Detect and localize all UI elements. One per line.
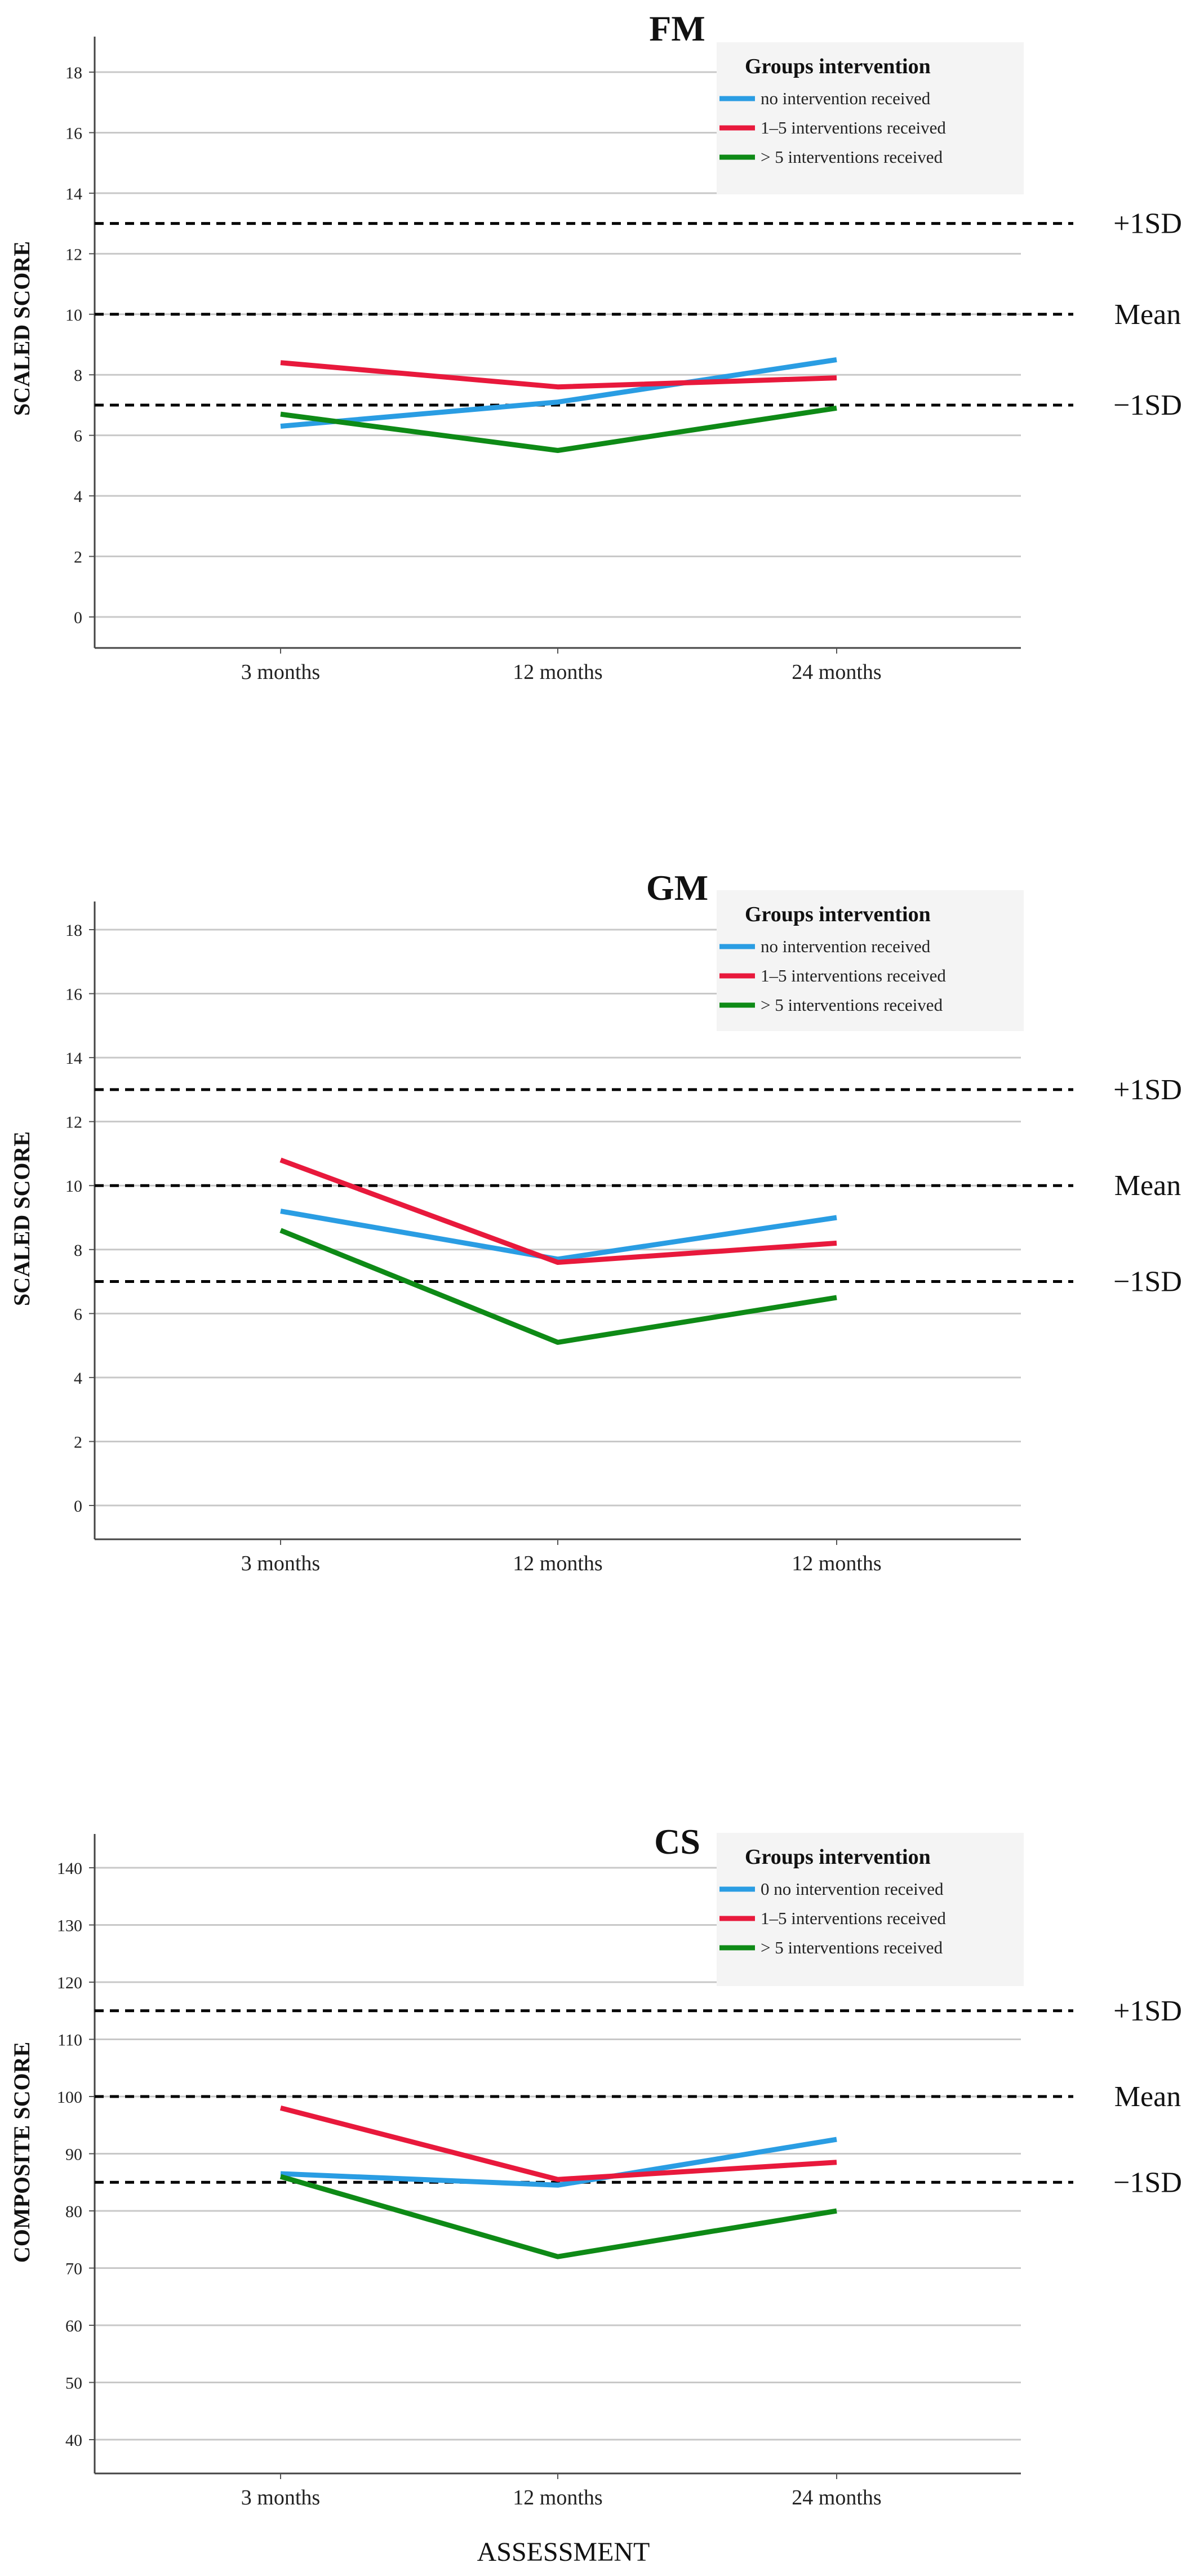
x-tick-label: 12 months xyxy=(513,660,602,684)
legend-box xyxy=(717,42,1024,194)
chart-title: CS xyxy=(654,1822,700,1862)
legend-entry: 1–5 interventions received xyxy=(761,1908,946,1928)
y-tick-label: 10 xyxy=(65,306,82,325)
reference-line-label: Mean xyxy=(1114,299,1181,331)
x-tick-label: 12 months xyxy=(513,1552,602,1575)
x-tick-label: 12 months xyxy=(792,1552,881,1575)
y-tick-label: 40 xyxy=(65,2431,82,2450)
y-tick-label: 18 xyxy=(65,64,82,82)
y-tick-label: 16 xyxy=(65,124,82,143)
series-line-3 xyxy=(279,2174,837,2259)
legend-entry: 1–5 interventions received xyxy=(761,118,946,137)
x-tick-label: 24 months xyxy=(792,2486,881,2510)
series-line-1 xyxy=(280,357,837,429)
legend-entry: no intervention received xyxy=(761,88,931,108)
y-tick-label: 50 xyxy=(65,2374,82,2393)
y-axis-title: SCALED SCORE xyxy=(9,1131,34,1306)
x-tick-label: 3 months xyxy=(241,1552,320,1575)
y-tick-label: 6 xyxy=(74,427,82,446)
y-tick-label: 80 xyxy=(65,2202,82,2221)
legend-box xyxy=(717,890,1024,1031)
reference-line-label: Mean xyxy=(1114,1170,1181,1202)
x-tick-label: 12 months xyxy=(513,2486,602,2510)
legend-entry: 1–5 interventions received xyxy=(761,966,946,985)
series-line-2 xyxy=(279,1157,837,1265)
legend-entry: no intervention received xyxy=(761,936,931,956)
legend-title: Groups intervention xyxy=(745,1845,931,1869)
y-tick-label: 90 xyxy=(65,2146,82,2164)
series-line-1 xyxy=(280,1209,837,1262)
y-tick-label: 10 xyxy=(65,1177,82,1196)
legend-box xyxy=(717,1833,1024,1986)
y-tick-label: 0 xyxy=(74,609,82,627)
series-line-2 xyxy=(280,360,837,390)
y-tick-label: 6 xyxy=(74,1305,82,1323)
series-line-2 xyxy=(279,2105,837,2182)
reference-line-label: +1SD xyxy=(1113,1074,1182,1106)
y-tick-label: 2 xyxy=(74,1433,82,1451)
y-tick-label: 12 xyxy=(65,1113,82,1132)
y-tick-label: 60 xyxy=(65,2317,82,2335)
y-tick-label: 12 xyxy=(65,245,82,264)
reference-line-label: +1SD xyxy=(1113,1995,1182,2027)
reference-line-label: −1SD xyxy=(1113,2166,1182,2199)
legend-entry: 0 no intervention received xyxy=(761,1879,944,1899)
figure-xlabel: ASSESSMENT xyxy=(477,2537,650,2567)
legend-title: Groups intervention xyxy=(745,55,931,78)
y-tick-label: 18 xyxy=(65,921,82,940)
y-tick-label: 110 xyxy=(57,2031,82,2050)
legend-entry: > 5 interventions received xyxy=(761,147,943,167)
y-tick-label: 16 xyxy=(65,985,82,1004)
y-tick-label: 4 xyxy=(74,487,82,506)
y-axis-title: SCALED SCORE xyxy=(9,241,34,416)
y-tick-label: 8 xyxy=(74,1241,82,1260)
series-line-3 xyxy=(280,405,837,453)
y-tick-label: 120 xyxy=(57,1974,82,1992)
y-tick-label: 100 xyxy=(57,2088,82,2107)
chart-gm: 0 2 4 6 8 10 12 14 16 18 3 months 12 months 12 month… xyxy=(9,868,1182,1575)
reference-line-label: +1SD xyxy=(1113,208,1182,240)
chart-title: FM xyxy=(649,8,705,48)
series-line-1 xyxy=(280,2137,837,2188)
reference-line-label: −1SD xyxy=(1113,1266,1182,1298)
y-tick-label: 8 xyxy=(74,366,82,385)
x-tick-label: 24 months xyxy=(792,660,881,684)
legend-entry: > 5 interventions received xyxy=(761,1938,943,1957)
y-tick-label: 70 xyxy=(65,2260,82,2279)
y-tick-label: 14 xyxy=(65,185,82,203)
y-tick-label: 130 xyxy=(57,1917,82,1935)
reference-line-label: −1SD xyxy=(1113,389,1182,421)
chart-fm: 0 2 4 6 8 10 12 14 16 18 3 months 12 months 24 month… xyxy=(9,8,1182,684)
y-tick-label: 0 xyxy=(74,1497,82,1516)
y-tick-label: 14 xyxy=(65,1049,82,1068)
legend-entry: > 5 interventions received xyxy=(761,995,943,1015)
reference-line-label: Mean xyxy=(1114,2081,1181,2113)
chart-cs: 40 50 60 70 80 90 100 110 120 130 140 3 months 12 mo… xyxy=(9,1822,1182,2510)
chart-title: GM xyxy=(646,868,708,908)
legend-title: Groups intervention xyxy=(745,903,931,926)
y-tick-label: 140 xyxy=(57,1859,82,1878)
y-tick-label: 4 xyxy=(74,1369,82,1388)
series-line-3 xyxy=(279,1228,837,1345)
y-axis-title: COMPOSITE SCORE xyxy=(9,2042,34,2263)
x-tick-label: 3 months xyxy=(241,660,320,684)
y-tick-label: 2 xyxy=(74,548,82,567)
x-tick-label: 3 months xyxy=(241,2486,320,2510)
